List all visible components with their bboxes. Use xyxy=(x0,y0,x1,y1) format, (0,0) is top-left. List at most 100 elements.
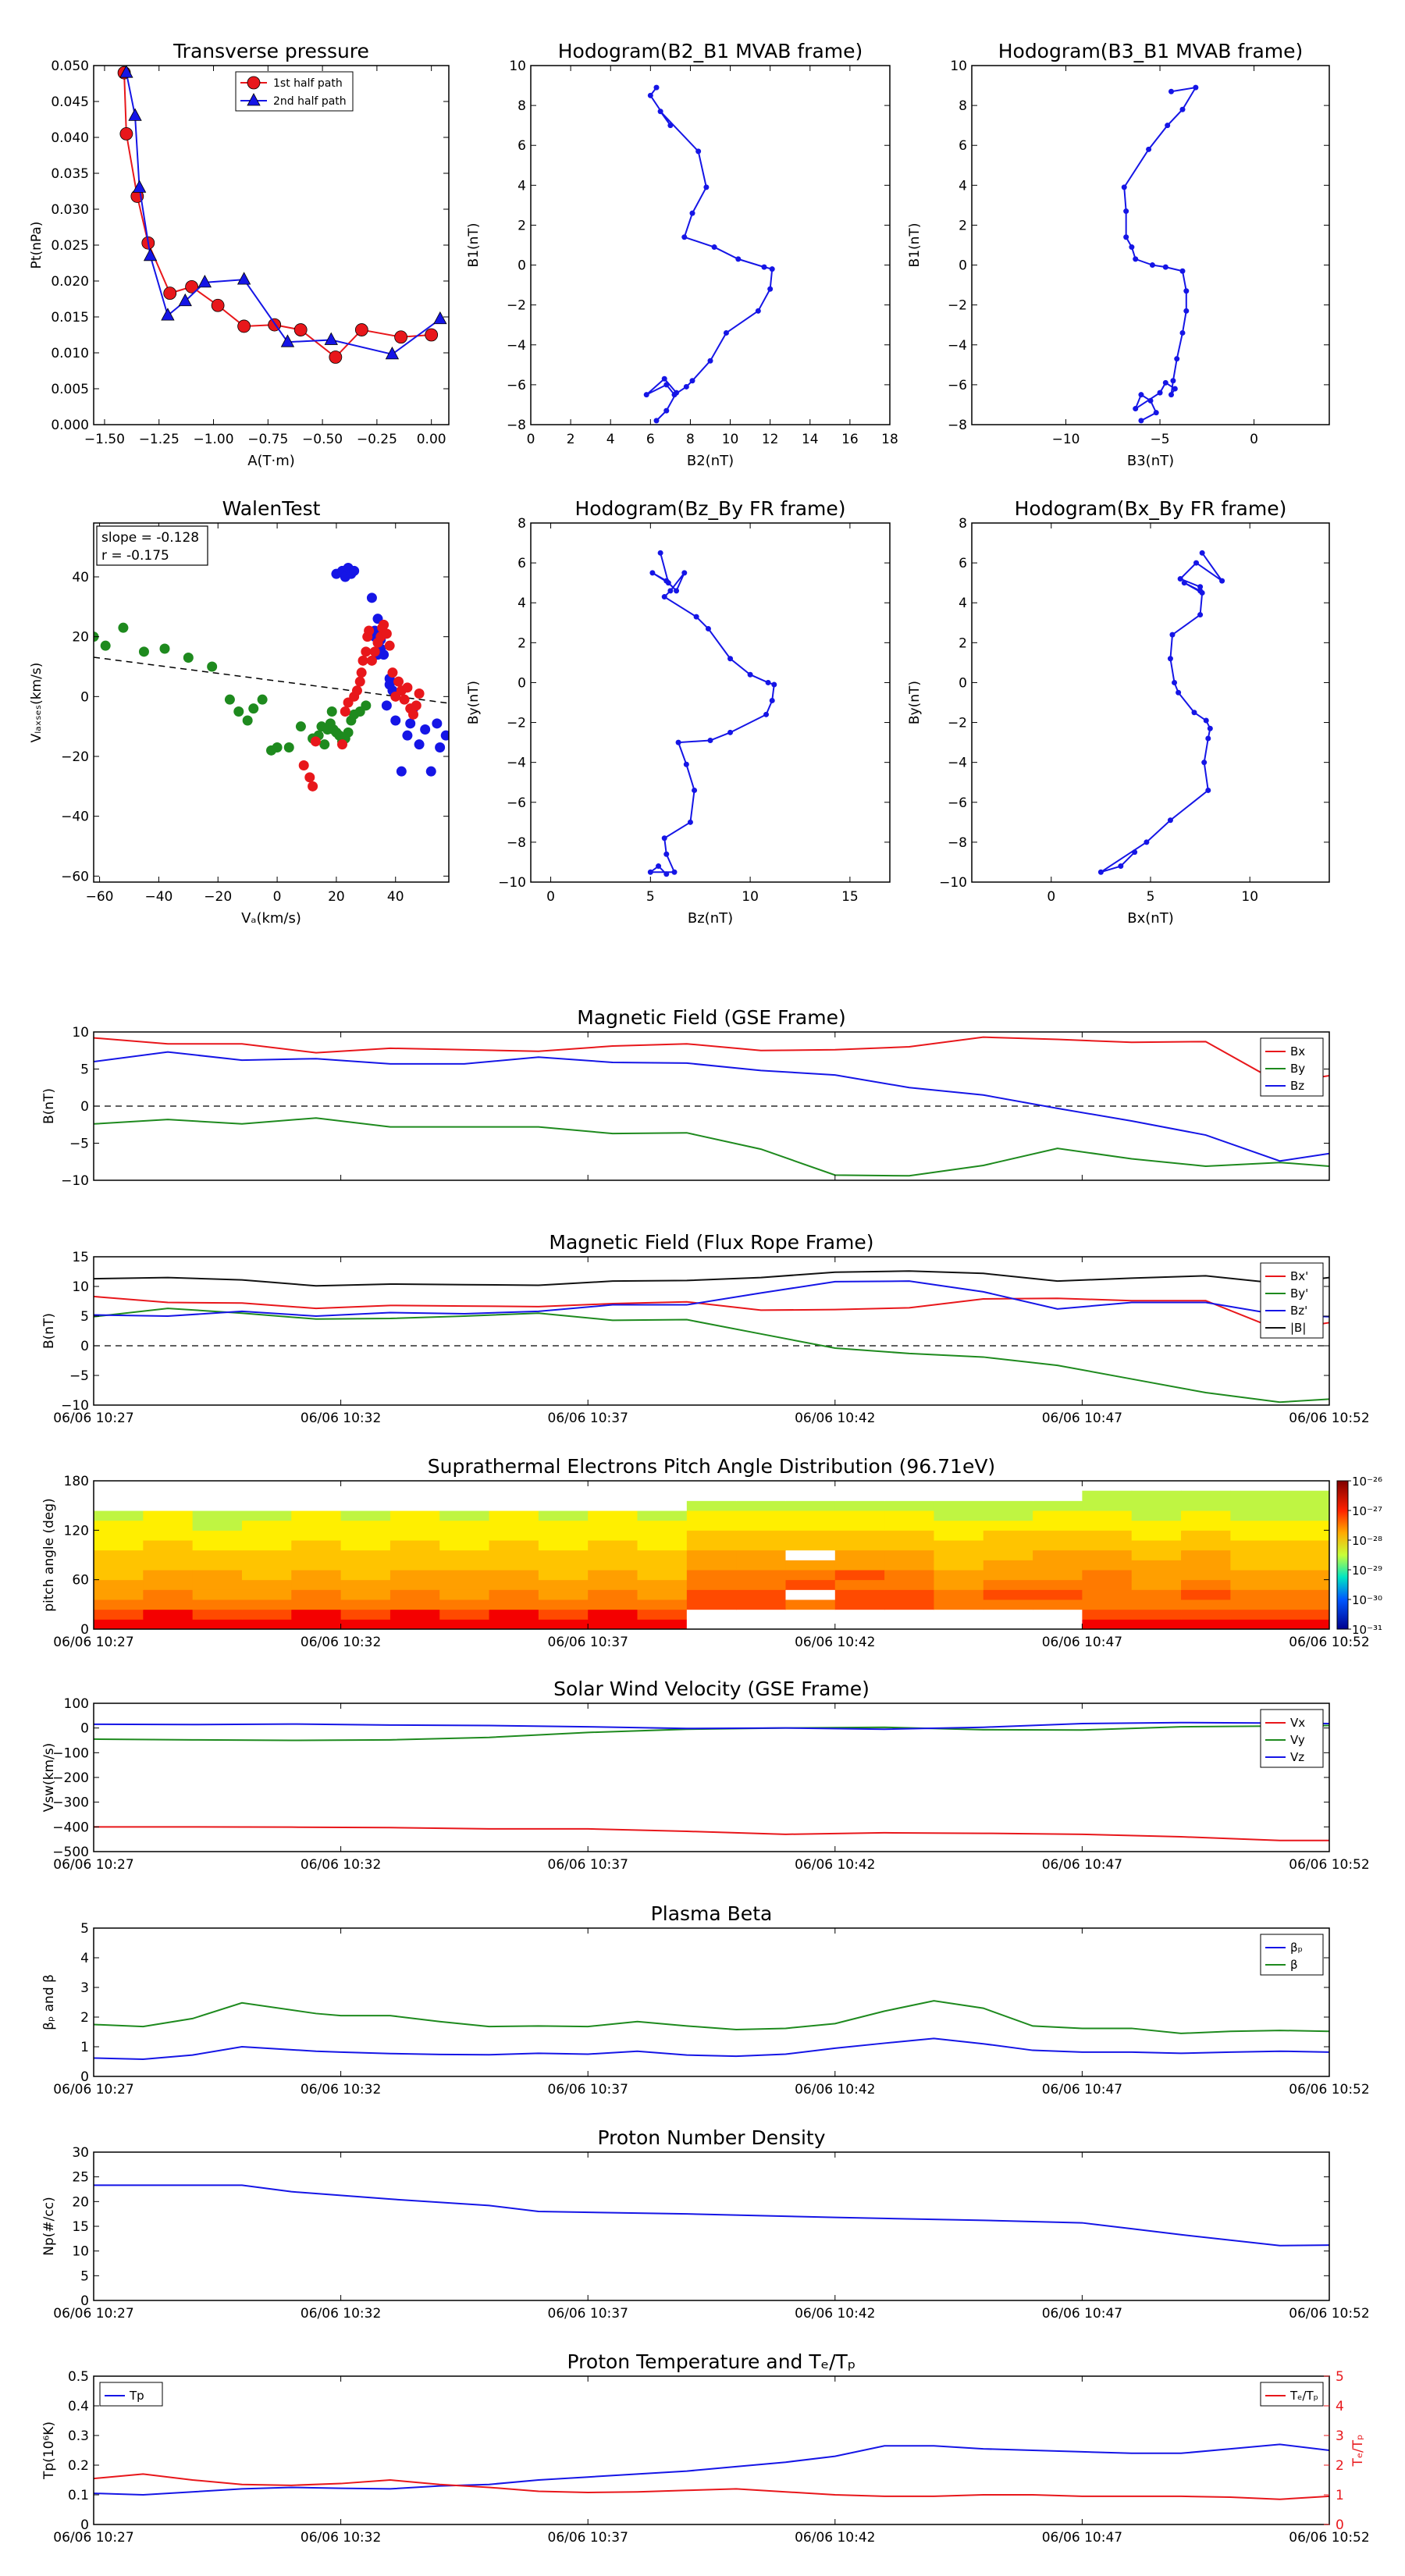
y-tick-label: −10 xyxy=(498,875,526,891)
heatmap-cell xyxy=(934,1530,984,1541)
y-tick-label: 10 xyxy=(72,2244,89,2260)
x-tick-label: 0 xyxy=(1047,889,1055,905)
series-line-Tp xyxy=(94,2443,1329,2496)
colorbar xyxy=(1336,1480,1349,1630)
heatmap-cell xyxy=(1279,1520,1330,1531)
y-axis-label: Pt(nPa) xyxy=(29,222,44,269)
chart-hodo_b3_b1: −8 −6 −4 −2 0 2 4 6 8 10 −10 −5 0 Hodogram(B3_B1 MVAB… xyxy=(907,40,1330,469)
plot-frame xyxy=(530,522,891,883)
heatmap-cell xyxy=(389,1589,440,1600)
heatmap-cell xyxy=(637,1490,688,1501)
heatmap-cell xyxy=(389,1599,440,1610)
chart-title: WalenTest xyxy=(222,497,321,520)
marker-triangle xyxy=(280,334,295,347)
heatmap-cell xyxy=(538,1589,589,1600)
heatmap-cell xyxy=(736,1599,786,1610)
heatmap-cell xyxy=(686,1540,737,1551)
heatmap-cell xyxy=(686,1619,737,1630)
heatmap-cell xyxy=(736,1609,786,1620)
heatmap-cell xyxy=(192,1619,243,1630)
heatmap-cell xyxy=(983,1609,1033,1620)
heatmap-cell xyxy=(686,1570,737,1581)
y-tick-label: 2 xyxy=(80,2010,89,2026)
time-tick-label: 06/06 10:27 xyxy=(53,2306,133,2322)
time-tick-label: 06/06 10:42 xyxy=(795,2530,875,2546)
heatmap-cell xyxy=(241,1520,292,1531)
heatmap-cell xyxy=(143,1589,194,1600)
heatmap-cell xyxy=(143,1530,194,1541)
heatmap-cell xyxy=(340,1609,391,1620)
scatter-point xyxy=(183,653,194,663)
marker-dot xyxy=(703,184,710,190)
heatmap-cell xyxy=(1230,1619,1281,1630)
heatmap-cell xyxy=(637,1619,688,1630)
heatmap-cell xyxy=(94,1599,144,1610)
y-tick-label: 40 xyxy=(72,570,89,585)
marker-dot xyxy=(661,835,667,841)
plot-frame xyxy=(93,522,450,883)
heatmap-cell xyxy=(1279,1510,1330,1521)
chart-pad: 0 60 120 180 06/06 10:27 06/06 10:32 06/06 10:… xyxy=(41,1455,1382,1650)
heatmap-cell xyxy=(439,1619,490,1630)
series-line-|B| xyxy=(94,1270,1329,1287)
heatmap-cell xyxy=(340,1550,391,1560)
heatmap-cell xyxy=(686,1500,737,1511)
heatmap-cell xyxy=(637,1550,688,1560)
scatter-point xyxy=(257,694,268,705)
legend-label: Bz' xyxy=(1290,1304,1307,1318)
marker-dot xyxy=(657,550,663,556)
heatmap-cell xyxy=(686,1609,737,1620)
x-tick-label: 0 xyxy=(546,889,555,905)
heatmap-cell xyxy=(785,1619,836,1630)
x-axis-label: Vₐ(km/s) xyxy=(241,910,301,927)
heatmap-cell xyxy=(834,1560,885,1571)
marker-circle xyxy=(247,76,261,90)
heatmap-cell xyxy=(538,1520,589,1531)
heatmap-cell xyxy=(538,1500,589,1511)
legend-label: |B| xyxy=(1290,1321,1306,1335)
marker-circle xyxy=(394,330,407,344)
heatmap-cell xyxy=(241,1540,292,1551)
marker-dot xyxy=(1168,88,1175,94)
heatmap-cell xyxy=(637,1500,688,1511)
marker-dot xyxy=(647,92,653,98)
legend-box xyxy=(1260,2382,1324,2407)
heatmap-cell xyxy=(340,1520,391,1531)
marker-triangle xyxy=(433,311,447,325)
scatter-point xyxy=(224,694,235,705)
heatmap-cell xyxy=(389,1520,440,1531)
scatter-point xyxy=(248,703,259,714)
heatmap-cell xyxy=(489,1570,539,1581)
x-tick-label: 10 xyxy=(1241,889,1258,905)
heatmap-cell xyxy=(1230,1599,1281,1610)
y-tick-label: 3 xyxy=(80,1980,89,1996)
heatmap-cell xyxy=(884,1599,934,1610)
time-tick-label: 06/06 10:52 xyxy=(1289,2082,1369,2097)
x-tick-label: −1.50 xyxy=(84,432,125,447)
heatmap-cell xyxy=(489,1609,539,1620)
y-axis-label: Tp(10⁶K) xyxy=(41,2421,57,2480)
time-tick-label: 06/06 10:42 xyxy=(795,1411,875,1426)
y-axis-label: pitch angle (deg) xyxy=(41,1498,57,1612)
heatmap-cell xyxy=(934,1500,984,1511)
marker-dot xyxy=(763,711,770,717)
plot-area xyxy=(1097,550,1225,875)
marker-dot xyxy=(1138,418,1144,424)
time-tick-label: 06/06 10:37 xyxy=(548,2530,628,2546)
y-tick-label: 0 xyxy=(959,258,967,274)
heatmap-cell xyxy=(94,1500,144,1511)
legend-label: Vz xyxy=(1290,1750,1304,1764)
heatmap-cell xyxy=(1033,1530,1083,1541)
x-tick-label: 10 xyxy=(722,432,739,447)
heatmap-cell xyxy=(1082,1520,1133,1531)
y-tick-label: 5 xyxy=(80,2268,89,2284)
heatmap-cell xyxy=(1082,1550,1133,1560)
marker-dot xyxy=(1181,580,1187,586)
heatmap-cell xyxy=(489,1510,539,1521)
marker-dot xyxy=(755,308,761,314)
heatmap-cell xyxy=(637,1570,688,1581)
heatmap-cell xyxy=(1181,1589,1231,1600)
marker-dot xyxy=(681,234,688,240)
heatmap-cell xyxy=(489,1530,539,1541)
scatter-point xyxy=(440,730,449,741)
